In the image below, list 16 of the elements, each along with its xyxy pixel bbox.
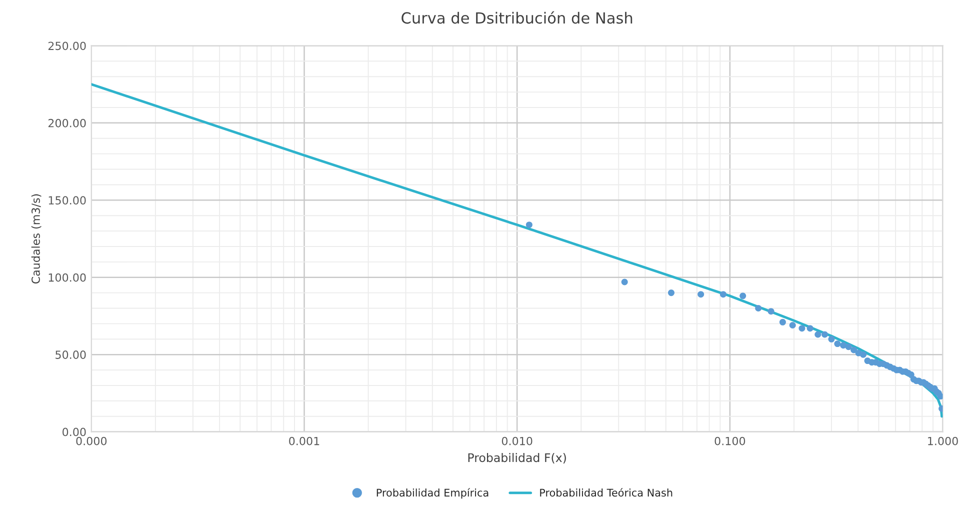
- x-tick-label: 1.000: [928, 436, 958, 446]
- y-tick-label: 250.00: [48, 42, 86, 50]
- y-tick-label: 0.00: [62, 428, 86, 436]
- y-tick-label: 100.00: [48, 273, 86, 282]
- x-tick-label: 0.010: [502, 436, 532, 446]
- x-tick-label: 0.001: [289, 436, 320, 446]
- x-tick-label: 0.000: [76, 436, 107, 446]
- y-tick-label: 200.00: [48, 118, 86, 128]
- legend-label: Probabilidad Teórica Nash: [540, 488, 672, 497]
- chart-title: Curva de Dsitribución de Nash: [402, 11, 632, 24]
- y-tick-label: 150.00: [48, 196, 86, 205]
- x-tick-label: 0.100: [714, 436, 746, 446]
- legend-label: Probabilidad Empírica: [376, 488, 488, 499]
- y-tick-label: 50.00: [56, 350, 86, 359]
- x-axis-title: Probabilidad F(x): [468, 452, 566, 464]
- y-axis-title: Caudales (m3/s): [31, 194, 42, 284]
